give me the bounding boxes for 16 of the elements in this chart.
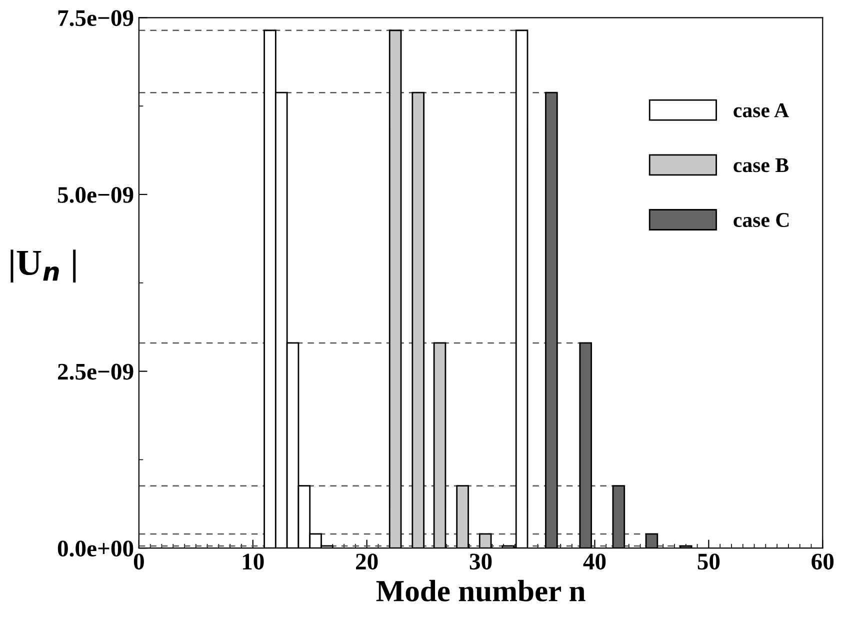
- x-axis-title: Mode number n: [376, 580, 586, 602]
- y-tick-label: 5.0e−09: [58, 186, 134, 203]
- legend-label: case A: [734, 103, 789, 118]
- x-tick-label: 40: [583, 554, 606, 570]
- x-tick-label: 60: [812, 554, 834, 570]
- x-tick-label: 10: [242, 554, 264, 570]
- x-tick-label: 30: [470, 554, 492, 570]
- legend-label: case B: [734, 158, 788, 172]
- y-axis-title: |U$_{n}$ |: [10, 250, 76, 282]
- y-tick-label: 0.0e+00: [58, 540, 134, 557]
- legend-label: case C: [734, 213, 789, 228]
- y-tick-label: 7.5e−09: [58, 10, 134, 26]
- x-tick-label: 20: [356, 554, 378, 570]
- x-tick-label: 50: [698, 554, 720, 570]
- y-tick-label: 2.5e−09: [58, 364, 134, 380]
- x-tick-label: 0: [134, 554, 144, 570]
